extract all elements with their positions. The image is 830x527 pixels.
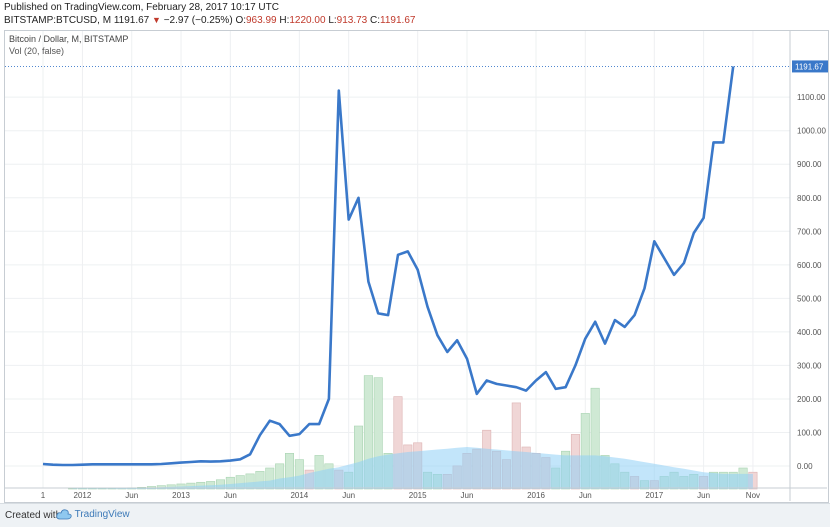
x-tick-label: 2013 xyxy=(172,491,190,500)
y-tick-label: 800.00 xyxy=(797,194,822,203)
cloud-icon xyxy=(56,509,72,520)
x-tick-label: Jun xyxy=(224,491,237,500)
x-tick-label: Jun xyxy=(461,491,474,500)
chart-legend-title: Bitcoin / Dollar, M, BITSTAMP xyxy=(9,34,128,44)
time-axis: 1 2012 Jun 2013 Jun 2014 Jun 2015 Jun 2016 Jun 2017… xyxy=(5,488,827,500)
tradingview-brand: TradingView xyxy=(75,509,130,520)
y-tick-label: 1000.00 xyxy=(797,127,826,136)
price-line xyxy=(43,66,733,465)
y-tick-label: 600.00 xyxy=(797,261,822,270)
x-tick-label: Jun xyxy=(697,491,710,500)
y-tick-label: 400.00 xyxy=(797,328,822,337)
last-price-tag-label: 1191.67 xyxy=(795,62,824,71)
volume-ma-area xyxy=(73,447,753,489)
created-with-label: Created with xyxy=(5,510,61,521)
y-tick-label: 0.00 xyxy=(797,462,813,471)
footer-bar: Created with TradingView xyxy=(0,503,830,527)
volume-ma-area xyxy=(73,447,753,489)
x-tick-label: Nov xyxy=(746,491,760,500)
y-tick-label: 1100.00 xyxy=(797,93,826,102)
x-tick-label: Jun xyxy=(579,491,592,500)
x-tick-label: Jun xyxy=(125,491,138,500)
last-price-line-layer: 1191.67 xyxy=(5,60,828,72)
x-tick-label: 2012 xyxy=(74,491,92,500)
y-tick-label: 100.00 xyxy=(797,428,822,437)
price-axis: 0.00 100.00 200.00 300.00 400.00 500.00 600.00… xyxy=(790,31,826,501)
x-tick-label: 2015 xyxy=(409,491,427,500)
price-line-layer xyxy=(43,66,733,465)
x-tick-label: 2016 xyxy=(527,491,545,500)
tradingview-logo[interactable]: TradingView xyxy=(56,509,130,520)
y-tick-label: 500.00 xyxy=(797,294,822,303)
x-tick-label: Jun xyxy=(342,491,355,500)
y-tick-label: 700.00 xyxy=(797,227,822,236)
volume-legend: Vol (20, false) xyxy=(9,46,64,56)
x-tick-label: 1 xyxy=(41,491,46,500)
y-tick-label: 900.00 xyxy=(797,160,822,169)
y-tick-label: 300.00 xyxy=(797,361,822,370)
y-tick-label: 200.00 xyxy=(797,395,822,404)
x-tick-label: 2017 xyxy=(645,491,663,500)
x-tick-label: 2014 xyxy=(290,491,308,500)
